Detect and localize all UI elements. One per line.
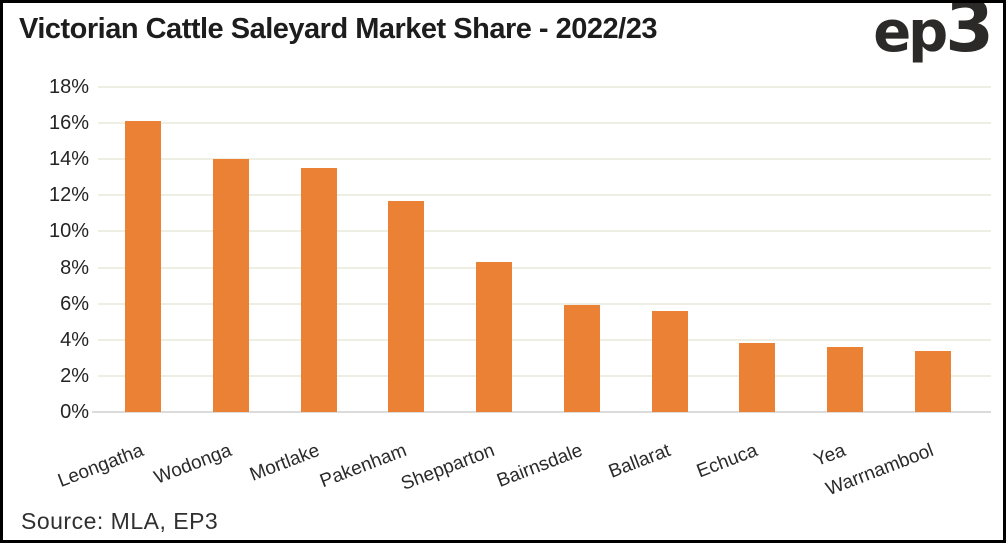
gridline-12- [98,194,991,197]
y-tick-label-2-: 2% [60,364,89,387]
plot-area [92,86,991,413]
gridline-6- [98,302,991,305]
chart-title: Victorian Cattle Saleyard Market Share -… [19,13,657,45]
y-tick-label-18-: 18% [48,76,89,98]
y-tick-label-4-: 4% [60,328,89,351]
bar-mortlake [300,168,337,412]
x-label-yea: Yea [810,440,849,472]
bar-wodonga [213,159,249,412]
y-tick-label-12-: 12% [48,184,89,207]
bar-ballarat [651,310,688,412]
y-tick-label-8-: 8% [60,256,89,279]
gridline-18- [98,86,991,88]
x-label-leongatha: Leongatha [55,440,147,492]
chart-inner: Victorian Cattle Saleyard Market Share -… [3,3,1003,540]
gridline-8- [98,266,991,269]
x-label-bairnsdale: Bairnsdale [493,440,586,492]
source-note: Source: MLA, EP3 [21,508,219,534]
x-label-wodonga: Wodonga [151,440,235,489]
bar-warrnambool [914,350,951,412]
gridline-10- [98,230,991,233]
y-tick-label-6-: 6% [60,292,89,315]
x-axis-line [92,411,991,413]
gridline-16- [98,122,991,125]
x-label-ballarat: Ballarat [605,440,674,483]
bar-shepparton [476,262,513,412]
y-tick-label-10-: 10% [48,220,89,243]
y-tick-label-14-: 14% [48,148,89,171]
x-label-echuca: Echuca [694,440,761,483]
gridline-4- [98,338,991,341]
y-tick-label-16-: 16% [48,112,89,135]
gridline-14- [98,158,991,161]
ep3-logo: ep3 [873,0,994,69]
x-label-pakenham: Pakenham [317,440,410,493]
ep3-logo-three-text: 3 [945,0,994,68]
bar-echuca [739,343,776,412]
gridline-2- [98,374,991,377]
x-label-shepparton: Shepparton [398,440,498,495]
bar-bairnsdale [563,305,600,412]
y-tick-label-0-: 0% [60,401,89,423]
x-label-mortlake: Mortlake [246,440,323,486]
bar-yea [826,347,863,412]
bar-leongatha [125,121,162,412]
bar-pakenham [388,200,425,412]
ep3-logo-ep-text: ep [873,0,948,65]
